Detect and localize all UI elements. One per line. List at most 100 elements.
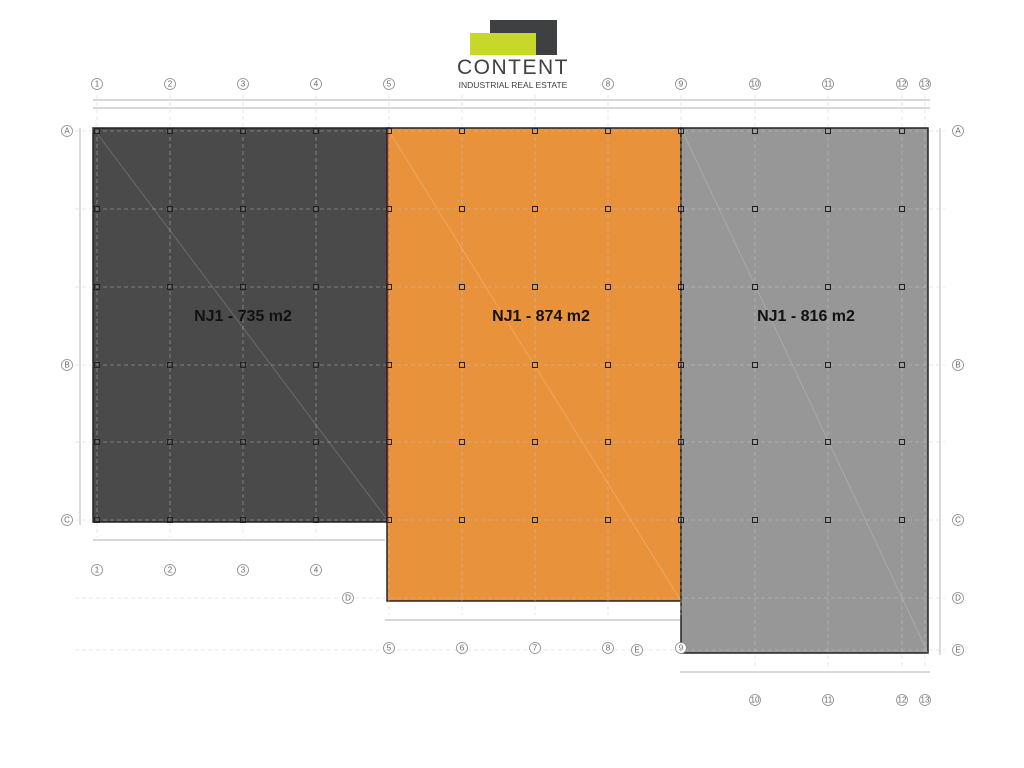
grid-bubble-circle <box>91 564 103 576</box>
grid-bubble: 10 <box>749 694 761 706</box>
logo-lime-block <box>470 33 536 55</box>
grid-bubble-label: 1 <box>95 566 100 575</box>
grid-bubble-circle <box>237 564 249 576</box>
company-logo: CONTENT INDUSTRIAL REAL ESTATE <box>448 20 578 90</box>
grid-bubble-circle <box>310 78 322 90</box>
grid-bubble-circle <box>822 694 834 706</box>
grid-bubble-label: 6 <box>460 644 465 653</box>
column-post <box>167 439 173 445</box>
grid-bubble: 7 <box>529 642 541 654</box>
grid-bubble-label: 2 <box>168 80 173 89</box>
grid-bubble-circle <box>952 644 964 656</box>
grid-bubble-label: 3 <box>241 566 246 575</box>
column-post <box>459 128 465 134</box>
column-post <box>167 284 173 290</box>
grid-bubble: D <box>342 592 354 604</box>
grid-bubble-circle <box>61 514 73 526</box>
diagonal-line <box>92 127 390 523</box>
column-post <box>752 128 758 134</box>
column-post <box>240 206 246 212</box>
column-post <box>678 284 684 290</box>
grid-bubble-label: 9 <box>679 80 684 89</box>
grid-bubble-label: 12 <box>898 696 907 705</box>
grid-bubble: 8 <box>602 642 614 654</box>
grid-bubble-label: E <box>634 646 639 655</box>
grid-bubble-circle <box>952 592 964 604</box>
grid-bubble-label: D <box>955 594 961 603</box>
grid-bubble-circle <box>952 125 964 137</box>
column-post <box>532 206 538 212</box>
grid-bubble-circle <box>456 642 468 654</box>
grid-bubble-circle <box>675 78 687 90</box>
grid-bubble-label: 3 <box>241 80 246 89</box>
column-post <box>313 362 319 368</box>
grid-bubble-circle <box>164 564 176 576</box>
column-post <box>899 206 905 212</box>
column-post <box>167 362 173 368</box>
column-post <box>386 284 392 290</box>
grid-bubble-label: 5 <box>387 644 392 653</box>
grid-bubble-circle <box>342 592 354 604</box>
column-post <box>459 362 465 368</box>
grid-bubble-circle <box>896 694 908 706</box>
grid-bubble-circle <box>675 642 687 654</box>
grid-bubble: 2 <box>164 564 176 576</box>
column-post <box>240 284 246 290</box>
grid-bubble: 5 <box>383 642 395 654</box>
column-post <box>605 128 611 134</box>
column-post <box>386 362 392 368</box>
column-post <box>825 362 831 368</box>
grid-bubble-label: C <box>955 516 961 525</box>
column-post <box>752 439 758 445</box>
column-post <box>532 362 538 368</box>
column-post <box>899 284 905 290</box>
grid-bubble-circle <box>749 694 761 706</box>
grid-bubble: 8 <box>602 78 614 90</box>
column-post <box>678 128 684 134</box>
grid-bubble: 13 <box>919 694 931 706</box>
grid-bubble-label: 2 <box>168 566 173 575</box>
column-post <box>94 439 100 445</box>
grid-bubble-label: 4 <box>314 566 319 575</box>
grid-bubble: 5 <box>383 78 395 90</box>
grid-bubble-label: 13 <box>921 80 930 89</box>
grid-bubble-circle <box>61 359 73 371</box>
column-post <box>167 517 173 523</box>
unit-label-2: NJ1 - 874 m2 <box>492 308 590 325</box>
grid-bubble-label: A <box>64 127 70 136</box>
column-post <box>240 128 246 134</box>
grid-bubble-label: 11 <box>824 696 833 705</box>
grid-bubble-circle <box>383 642 395 654</box>
column-post <box>899 517 905 523</box>
logo-wordmark: CONTENT <box>457 56 569 79</box>
column-post <box>605 517 611 523</box>
grid-bubble-circle <box>822 78 834 90</box>
column-post <box>459 284 465 290</box>
column-post <box>752 517 758 523</box>
column-post <box>386 206 392 212</box>
column-post <box>605 284 611 290</box>
grid-bubble: 9 <box>675 642 687 654</box>
column-post <box>240 517 246 523</box>
grid-bubble: 3 <box>237 78 249 90</box>
column-post <box>678 362 684 368</box>
grid-bubble-circle <box>952 514 964 526</box>
column-post <box>532 128 538 134</box>
grid-bubble-label: D <box>345 594 351 603</box>
column-post <box>678 517 684 523</box>
grid-bubble-label: 10 <box>751 696 760 705</box>
column-post <box>825 284 831 290</box>
column-post <box>459 517 465 523</box>
column-post <box>899 439 905 445</box>
column-post <box>825 206 831 212</box>
grid-bubble-label: 11 <box>824 80 833 89</box>
grid-bubble-label: 8 <box>606 644 611 653</box>
grid-bubble-circle <box>602 642 614 654</box>
column-post <box>678 439 684 445</box>
unit-area-3 <box>680 127 929 654</box>
grid-bubble: 13 <box>919 78 931 90</box>
grid-bubble-circle <box>310 564 322 576</box>
grid-bubble-label: 4 <box>314 80 319 89</box>
column-post <box>386 517 392 523</box>
